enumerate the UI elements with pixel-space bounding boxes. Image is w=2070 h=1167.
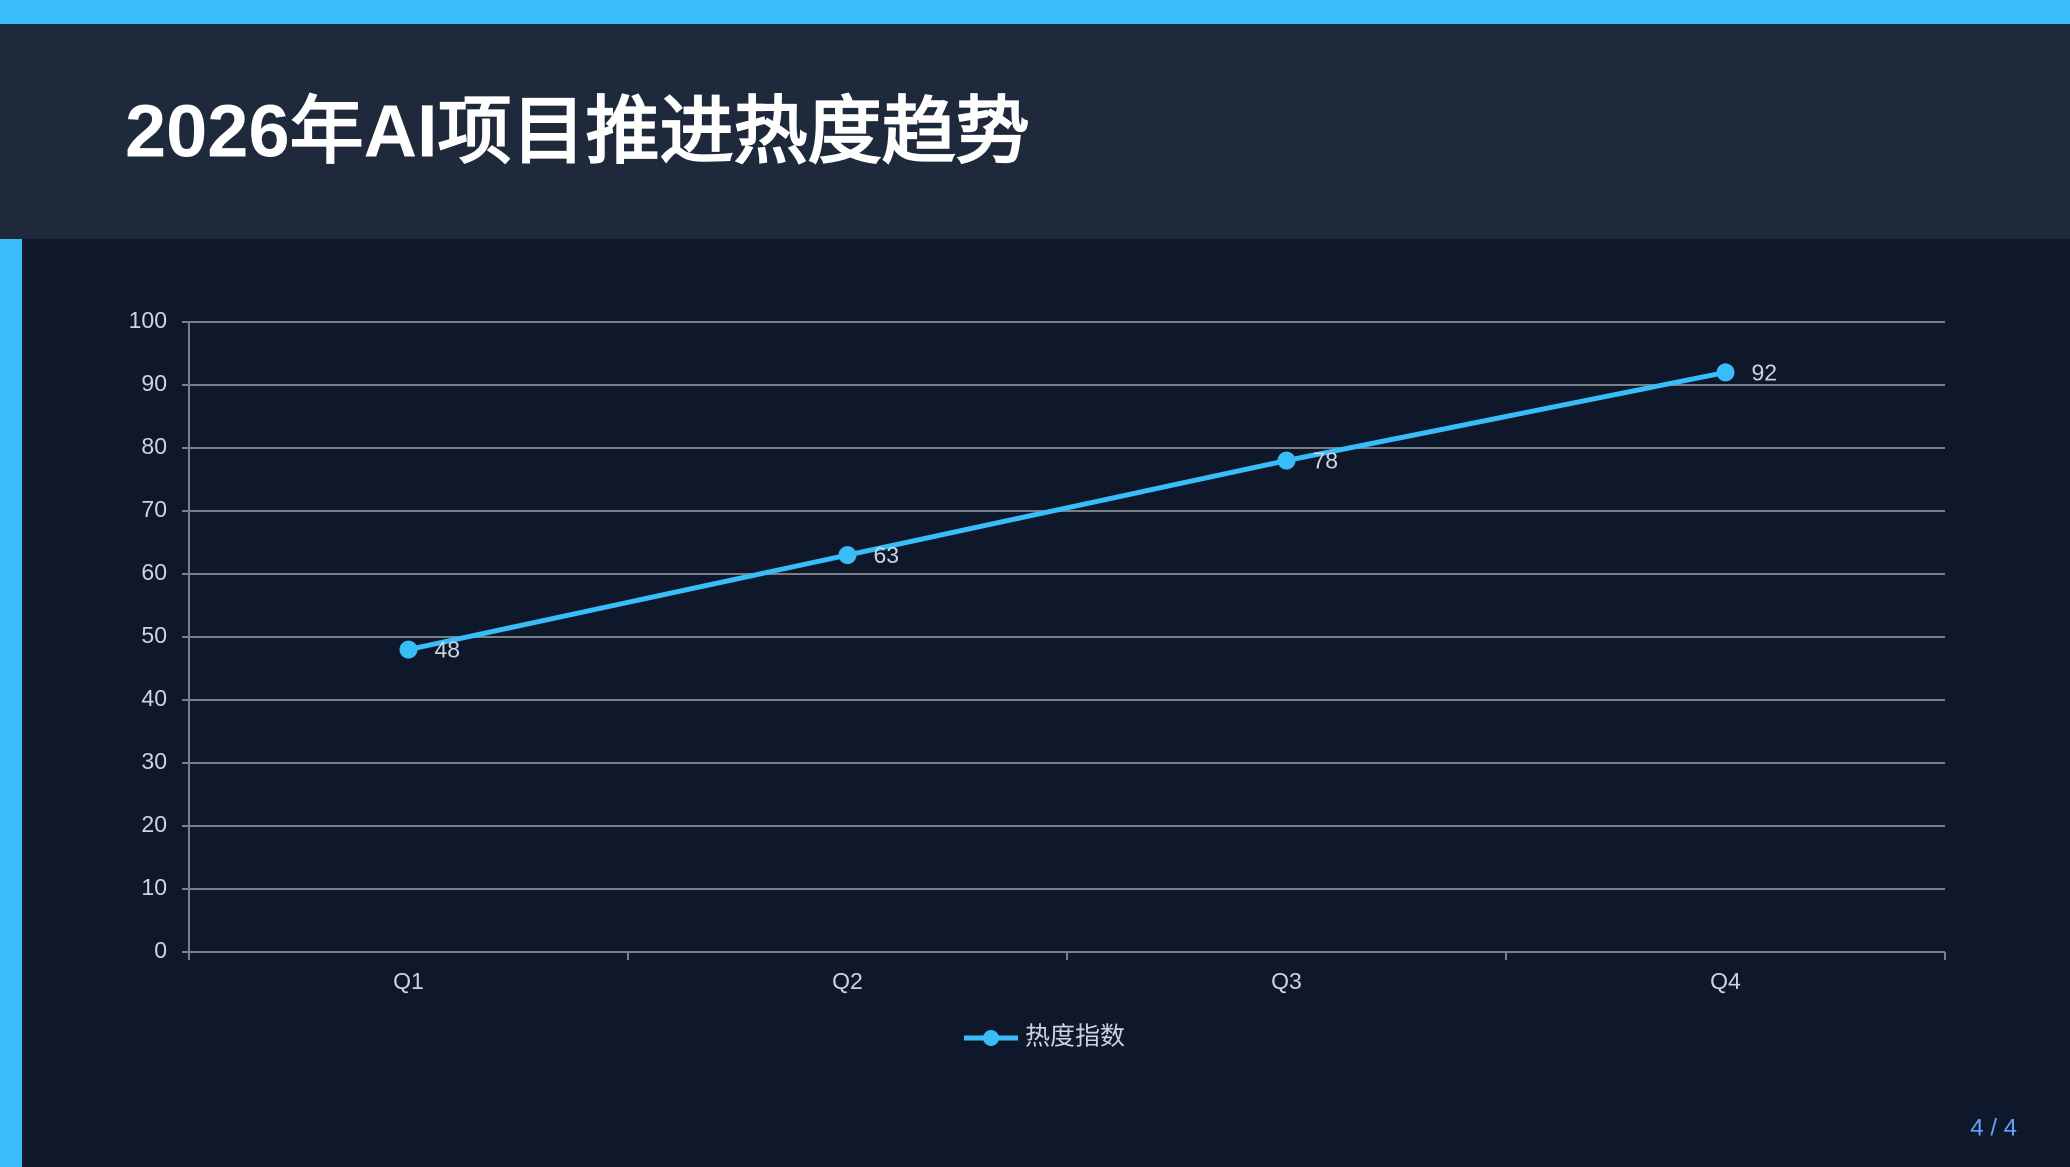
data-label: 78 [1313,448,1339,474]
y-tick-label: 50 [141,622,167,648]
y-tick-label: 80 [141,433,167,459]
y-tick-label: 0 [154,937,167,963]
header-panel [0,24,2070,239]
y-tick-label: 60 [141,559,167,585]
top-accent [0,0,2070,24]
y-tick-label: 30 [141,748,167,774]
legend-label: 热度指数 [1025,1023,1125,1051]
data-label: 63 [874,542,900,568]
chart-title: 2026年AI项目推进热度趋势 [125,90,1030,173]
data-point [838,546,857,565]
x-tick-label: Q3 [1271,968,1302,994]
y-tick-label: 40 [141,685,167,711]
page-number: 4 / 4 [1970,1114,2017,1141]
data-point [1277,451,1296,470]
y-tick-label: 100 [129,307,167,333]
y-tick-label: 20 [141,811,167,837]
y-tick-label: 10 [141,874,167,900]
series-line [407,369,1726,653]
left-accent [0,239,22,1167]
data-label: 92 [1752,359,1778,385]
data-label: 48 [435,637,461,663]
x-tick-label: Q2 [832,968,863,994]
data-point [399,640,418,659]
y-tick-label: 70 [141,496,167,522]
plot: 0 10 20 30 40 50 60 70 80 90 100 Q1 Q2 Q3 Q4 48 63 78 92 热度… [129,307,1946,1051]
x-tick-label: Q4 [1710,968,1741,994]
y-tick-label: 90 [141,370,167,396]
x-tick-label: Q1 [393,968,424,994]
data-point [1716,363,1735,382]
legend-marker [983,1030,999,1046]
